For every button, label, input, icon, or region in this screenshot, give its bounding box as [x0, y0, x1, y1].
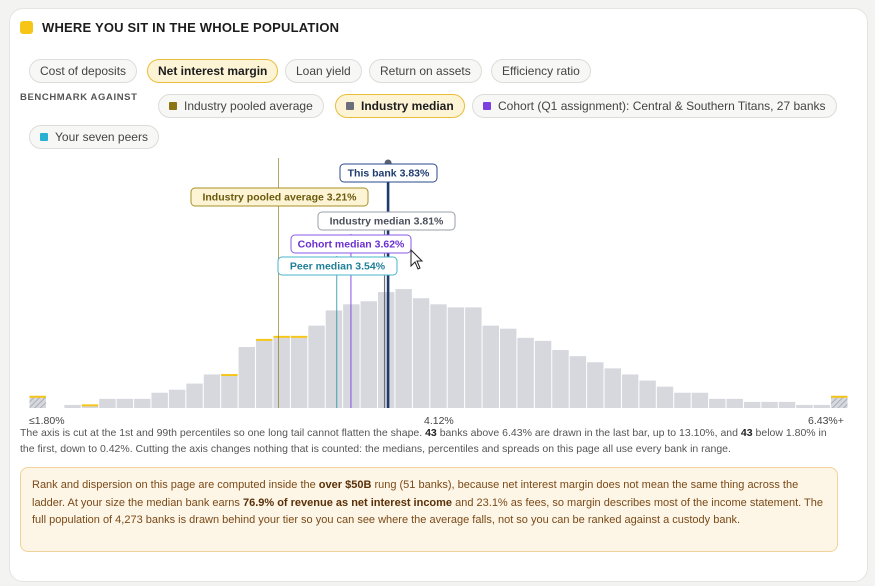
section-header: WHERE YOU SIT IN THE WHOLE POPULATION [20, 20, 339, 35]
histogram-bar [360, 301, 378, 408]
benchmark-pooled-average[interactable]: Industry pooled average [158, 94, 324, 118]
histogram-bar [656, 386, 674, 408]
histogram-bar [203, 374, 221, 408]
benchmark-your-peers[interactable]: Your seven peers [29, 125, 159, 149]
histogram-chart: This bank 3.83% Industry pooled average 3… [29, 158, 848, 408]
benchmark-option-label: Your seven peers [55, 130, 148, 144]
histogram-bar [151, 392, 168, 408]
this-bank-label: This bank 3.83% [348, 168, 430, 180]
tier-highlight-segment [831, 395, 848, 398]
histogram-bar [587, 362, 604, 408]
axis-tick-mid: 4.12% [424, 415, 454, 427]
histogram-bar [831, 395, 848, 408]
histogram-bar [639, 380, 656, 408]
benchmark-option-label: Cohort (Q1 assignment): Central & Southe… [498, 99, 826, 113]
industry-median-label: Industry median 3.81% [330, 216, 444, 228]
tier-highlight-segment [256, 338, 273, 341]
histogram-bar [290, 337, 308, 408]
benchmark-cohort[interactable]: Cohort (Q1 assignment): Central & Southe… [472, 94, 837, 118]
tab-label: Return on assets [380, 64, 471, 78]
histogram-bar [778, 401, 796, 408]
tier-highlight-segment [273, 335, 290, 338]
cohort-median-label-box [290, 234, 412, 254]
industry-median-swatch-icon [346, 102, 354, 110]
benchmark-option-label: Industry pooled average [184, 99, 313, 113]
histogram-bar [308, 325, 325, 408]
tab-label: Loan yield [296, 64, 351, 78]
histogram-bar [186, 383, 203, 408]
industry-median-label-box [317, 211, 456, 231]
section-marker-icon [20, 21, 33, 34]
peers-swatch-icon [40, 133, 48, 141]
histogram-bar [761, 401, 778, 408]
histogram-bar [447, 307, 465, 408]
mouse-cursor-icon [410, 248, 424, 270]
tab-label: Net interest margin [158, 64, 268, 78]
histogram-bar [378, 292, 395, 408]
histogram-bar [499, 328, 517, 408]
tab-cost-of-deposits[interactable]: Cost of deposits [29, 59, 138, 83]
histogram-bar [29, 395, 46, 408]
axis-tick-max: 6.43%+ [808, 415, 844, 427]
tab-efficiency-ratio[interactable]: Efficiency ratio [491, 59, 591, 83]
cohort-swatch-icon [483, 102, 491, 110]
section-title: WHERE YOU SIT IN THE WHOLE POPULATION [42, 20, 340, 35]
tier-highlight-segment [29, 395, 46, 398]
histogram-bar [273, 337, 290, 408]
tier-highlight-segment [290, 335, 308, 338]
cohort-median-label: Cohort median 3.62% [298, 239, 405, 251]
histogram-bar [325, 310, 343, 408]
histogram-bar [395, 289, 412, 408]
histogram-bar [743, 401, 761, 408]
benchmark-industry-median[interactable]: Industry median [335, 94, 465, 118]
tab-label: Cost of deposits [40, 64, 127, 78]
histogram-bar [691, 392, 709, 408]
histogram-bar [813, 404, 831, 408]
histogram-bar [726, 398, 743, 408]
histogram-bar [569, 356, 587, 408]
pooled-average-label-box [190, 187, 369, 207]
histogram-bar [64, 404, 81, 408]
histogram-bar [430, 304, 447, 408]
peer-median-label: Peer median 3.54% [290, 261, 386, 273]
histogram-bar [482, 325, 499, 408]
histogram-bar [796, 404, 813, 408]
histogram-bar [709, 398, 726, 408]
tab-loan-yield[interactable]: Loan yield [285, 59, 362, 83]
tab-net-interest-margin[interactable]: Net interest margin [147, 59, 279, 83]
histogram-bar [81, 404, 99, 408]
peer-median-label-box [277, 256, 398, 276]
histogram-bar [116, 398, 134, 408]
histogram-bar [621, 374, 639, 408]
histogram-bar [168, 389, 186, 408]
histogram-bar [604, 368, 621, 408]
axis-tick-min: ≤1.80% [29, 415, 65, 427]
tab-return-on-assets[interactable]: Return on assets [369, 59, 482, 83]
histogram-bar [517, 337, 534, 408]
axis-note: The axis is cut at the 1st and 99th perc… [20, 427, 827, 455]
histogram-bar [674, 392, 691, 408]
histogram-bar [256, 340, 273, 408]
histogram-bar [552, 350, 569, 408]
histogram-bar [238, 347, 256, 408]
tier-highlight-segment [221, 374, 238, 377]
histogram-bar [412, 298, 430, 408]
histogram-bar [134, 398, 151, 408]
histogram-bar [99, 398, 116, 408]
histogram-bar [221, 374, 238, 408]
benchmark-label: BENCHMARK AGAINST [20, 92, 138, 103]
tier-highlight-segment [81, 404, 99, 407]
tab-label: Efficiency ratio [502, 64, 580, 78]
pooled-average-swatch-icon [169, 102, 177, 110]
histogram-bar [465, 307, 482, 408]
histogram-bar [534, 340, 552, 408]
benchmark-option-label: Industry median [361, 99, 454, 113]
methodology-callout: Rank and dispersion on this page are com… [20, 467, 838, 552]
pooled-average-label: Industry pooled average 3.21% [202, 192, 357, 204]
this-bank-label-box [339, 163, 438, 183]
